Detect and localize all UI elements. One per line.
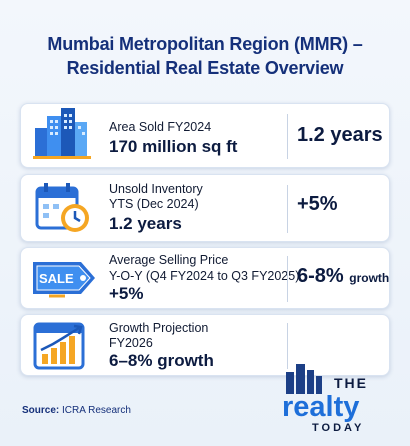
unsold-inventory-right-value: +5% xyxy=(297,193,338,215)
page-title: Mumbai Metropolitan Region (MMR) – Resid… xyxy=(0,32,410,80)
card-divider xyxy=(287,114,288,159)
asp-label-1: Average Selling Price xyxy=(109,253,229,267)
unsold-inventory-label-1: Unsold Inventory xyxy=(109,182,203,196)
source-prefix: Source: xyxy=(22,405,60,416)
card-divider xyxy=(287,323,288,369)
card-unsold-inventory: Unsold Inventory YTS (Dec 2024) 1.2 year… xyxy=(20,174,390,242)
asp-right-main: 6-8% xyxy=(297,265,344,287)
area-sold-right-value: 1.2 years xyxy=(297,124,383,146)
card-area-sold: Area Sold FY2024 170 million sq ft 1.2 y… xyxy=(20,103,390,168)
buildings-icon xyxy=(33,108,91,159)
logo-today: TODAY xyxy=(312,422,364,434)
card-divider xyxy=(287,185,288,233)
area-sold-value: 170 million sq ft xyxy=(109,137,238,156)
source-note: Source: ICRA Research xyxy=(22,405,131,416)
asp-label-2: Y-O-Y (Q4 FY2024 to Q3 FY2025) xyxy=(109,269,300,283)
growth-chart-icon xyxy=(33,322,85,370)
logo-the: THE xyxy=(334,375,368,391)
skyline-icon xyxy=(286,364,322,394)
area-sold-label: Area Sold FY2024 xyxy=(109,120,212,134)
card-divider xyxy=(287,256,288,302)
calendar-clock-icon xyxy=(35,183,89,232)
sale-tag-icon: SALE xyxy=(33,262,95,298)
growth-label-1: Growth Projection xyxy=(109,321,209,335)
unsold-inventory-value: 1.2 years xyxy=(109,214,182,233)
unsold-inventory-label-2: YTS (Dec 2024) xyxy=(109,197,199,211)
logo-realty: realty xyxy=(282,391,359,423)
card-average-selling-price: SALE Average Selling Price Y-O-Y (Q4 FY2… xyxy=(20,247,390,309)
growth-value: 6–8% growth xyxy=(109,351,214,370)
source-text: ICRA Research xyxy=(62,405,131,416)
realty-today-logo: THE realty TODAY xyxy=(282,364,368,434)
title-line-2: Residential Real Estate Overview xyxy=(66,58,344,78)
title-line-1: Mumbai Metropolitan Region (MMR) – xyxy=(47,34,363,54)
svg-text:SALE: SALE xyxy=(39,271,74,286)
growth-label-2: FY2026 xyxy=(109,336,153,350)
card-growth-projection: Growth Projection FY2026 6–8% growth xyxy=(20,314,390,376)
asp-right-small: growth xyxy=(349,271,390,285)
asp-right-value: 6-8% growth xyxy=(297,265,389,288)
asp-value: +5% xyxy=(109,284,144,303)
